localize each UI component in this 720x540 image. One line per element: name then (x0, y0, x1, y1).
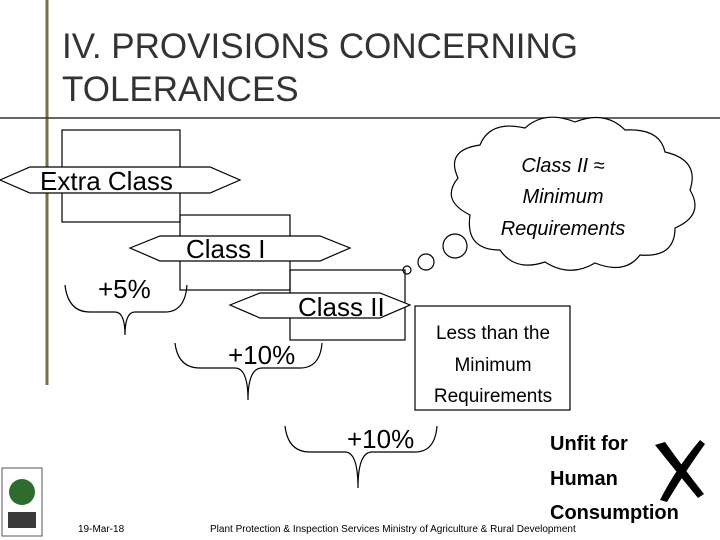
tolerance: +10% (228, 340, 295, 370)
tolerance: +10% (347, 424, 414, 454)
title-line: IV. PROVISIONS CONCERNING (62, 27, 578, 66)
footer-date: 19-Mar-18 (78, 524, 125, 535)
class-boxes (0, 129, 412, 341)
title-line: TOLERANCES (62, 70, 299, 109)
below-minimum-box (414, 305, 571, 411)
class-label: Extra Class (40, 166, 173, 196)
tolerance: +5% (98, 274, 151, 304)
footer-organization: Plant Protection & Inspection Services M… (210, 524, 576, 535)
below-minimum-text: Less than the (436, 323, 550, 344)
braces (64, 284, 438, 489)
cloud-text: Class II ≈ (521, 155, 604, 177)
logo (1, 467, 43, 537)
unfit-text: Human (550, 468, 618, 490)
below-minimum-text: Requirements (434, 386, 552, 407)
unfit-text: Unfit for (550, 433, 628, 455)
below-minimum-text: Minimum (454, 355, 531, 376)
cloud-text: Requirements (501, 218, 626, 240)
thought-cloud (402, 116, 696, 275)
cloud-text: Minimum (522, 186, 603, 208)
x-mark (655, 440, 705, 502)
unfit-text: Consumption (550, 502, 679, 524)
class-label: Class II (298, 292, 385, 322)
class-label: Class I (186, 234, 265, 264)
